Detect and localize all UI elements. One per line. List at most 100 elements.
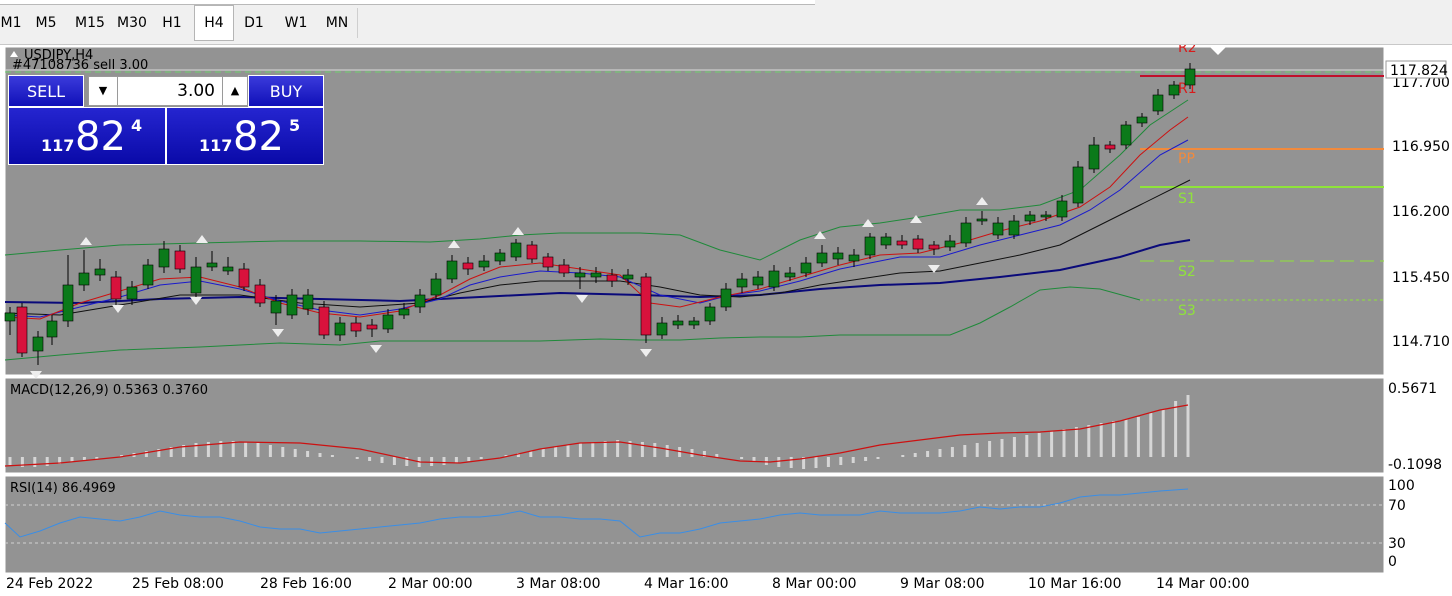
sell-button[interactable]: SELL xyxy=(8,75,84,107)
fractal-down-icon xyxy=(112,305,124,313)
fractal-up-icon xyxy=(910,215,922,223)
time-axis-label: 8 Mar 00:00 xyxy=(772,576,857,592)
price-axis-label: 116.200 xyxy=(1392,204,1450,220)
candle-body xyxy=(350,322,362,332)
candle-body xyxy=(640,276,652,336)
candle-body xyxy=(832,252,844,260)
fractal-up-icon xyxy=(862,219,874,227)
fractal-up-icon xyxy=(976,197,988,205)
chart-window[interactable]: USDJPY,H4 #47108736 sell 3.00 R2 R1 PP S… xyxy=(0,45,1452,596)
sell-price-button[interactable]: 117 82 4 xyxy=(8,107,166,165)
candle-body xyxy=(254,284,266,304)
timeframe-h1-button[interactable]: H1 xyxy=(162,15,182,31)
candle-body xyxy=(960,222,972,244)
macd-panel[interactable] xyxy=(4,377,1385,474)
buy-button[interactable]: BUY xyxy=(248,75,324,107)
macd-label: MACD(12,26,9) 0.5363 0.3760 xyxy=(10,383,208,398)
rsi-axis-30: 30 xyxy=(1388,536,1406,552)
timeframe-m15-button[interactable]: M15 xyxy=(75,15,105,31)
candle-body xyxy=(976,218,988,222)
lot-size-control: ▼ ▲ xyxy=(88,76,248,106)
timeframe-m30-button[interactable]: M30 xyxy=(117,15,147,31)
fractal-markers xyxy=(30,197,988,379)
rsi-panel[interactable] xyxy=(4,475,1385,574)
toolbar-separator xyxy=(357,8,358,38)
candle-body xyxy=(880,236,892,246)
candle-body xyxy=(1088,144,1100,170)
macd-axis-bottom: -0.1098 xyxy=(1388,457,1442,473)
one-click-trading-panel: SELL ▼ ▲ BUY 117 82 4 117 82 5 xyxy=(8,75,324,165)
candle-body xyxy=(606,274,618,282)
sell-price-prefix: 117 xyxy=(41,136,75,155)
candle-body xyxy=(158,248,170,268)
order-label: #47108736 sell 3.00 xyxy=(12,58,148,73)
lot-decrease-button[interactable]: ▼ xyxy=(89,77,118,105)
candle-body xyxy=(446,260,458,280)
buy-price-prefix: 117 xyxy=(199,136,233,155)
price-axis-label: 116.950 xyxy=(1392,139,1450,155)
macd-axis-top: 0.5671 xyxy=(1388,381,1437,397)
candle-body xyxy=(478,260,490,268)
price-axis-label: 117.700 xyxy=(1392,75,1450,91)
candle-body xyxy=(462,262,474,270)
candle-body xyxy=(334,322,346,336)
candle-body xyxy=(542,256,554,268)
candle-body xyxy=(816,252,828,264)
lot-size-input[interactable] xyxy=(119,77,219,105)
timeframe-m5-button[interactable]: M5 xyxy=(35,15,57,31)
candle-body xyxy=(318,306,330,336)
timeframe-toolbar: M1 M5 M15 M30 H1 H4 D1 W1 MN xyxy=(0,0,1452,45)
fractal-down-icon xyxy=(272,329,284,337)
timeframe-w1-button[interactable]: W1 xyxy=(284,15,308,31)
candle-body xyxy=(4,312,16,322)
buy-price-main: 82 xyxy=(233,114,284,160)
candle-body xyxy=(126,286,138,300)
candle-body xyxy=(494,252,506,262)
candle-body xyxy=(302,294,314,310)
fractal-up-icon xyxy=(196,235,208,243)
candle-body xyxy=(848,254,860,262)
candle-body xyxy=(206,262,218,268)
candle-body xyxy=(1152,94,1164,112)
candle-body xyxy=(62,284,74,322)
time-axis[interactable]: 24 Feb 2022 25 Feb 08:00 28 Feb 16:00 2 … xyxy=(6,576,1249,592)
timeframe-mn-button[interactable]: MN xyxy=(325,15,349,31)
candle-body xyxy=(574,272,586,278)
timeframe-d1-button[interactable]: D1 xyxy=(244,15,264,31)
time-axis-label: 10 Mar 16:00 xyxy=(1028,576,1121,592)
lot-increase-button[interactable]: ▲ xyxy=(222,77,247,105)
candle-body xyxy=(864,236,876,256)
time-axis-label: 24 Feb 2022 xyxy=(6,576,93,592)
pivot-s3-label: S3 xyxy=(1178,303,1196,319)
rsi-line xyxy=(4,488,1189,538)
candle-body xyxy=(94,268,106,276)
candle-body xyxy=(672,320,684,326)
rsi-axis-70: 70 xyxy=(1388,498,1406,514)
fractal-down-icon xyxy=(30,371,42,379)
symbol-title: USDJPY,H4 xyxy=(24,48,93,63)
pivot-pp-label: PP xyxy=(1178,151,1195,167)
timeframe-m1-button[interactable]: M1 xyxy=(0,15,22,31)
candle-body xyxy=(1024,214,1036,222)
time-axis-label: 14 Mar 00:00 xyxy=(1156,576,1249,592)
candle-body xyxy=(622,274,634,280)
fractal-up-icon xyxy=(80,237,92,245)
candle-body xyxy=(944,240,956,248)
chart-shift-marker-icon[interactable] xyxy=(1210,47,1226,55)
sell-price-pip: 4 xyxy=(131,116,143,135)
time-axis-label: 28 Feb 16:00 xyxy=(260,576,352,592)
bollinger-lower-band xyxy=(4,286,1141,361)
candle-body xyxy=(430,278,442,296)
candle-body xyxy=(32,336,44,352)
candle-body xyxy=(704,306,716,322)
candle-body xyxy=(688,320,700,326)
sell-price-main: 82 xyxy=(75,114,126,160)
pivot-s1-label: S1 xyxy=(1178,191,1196,207)
timeframe-h4-button[interactable]: H4 xyxy=(194,5,234,41)
fractal-up-icon xyxy=(448,240,460,248)
price-axis[interactable]: 117.700 116.950 116.200 115.450 114.710 … xyxy=(1385,60,1450,350)
candle-body xyxy=(366,324,378,330)
candle-body xyxy=(1168,84,1180,96)
candle-body xyxy=(1184,68,1196,86)
buy-price-button[interactable]: 117 82 5 xyxy=(166,107,324,165)
